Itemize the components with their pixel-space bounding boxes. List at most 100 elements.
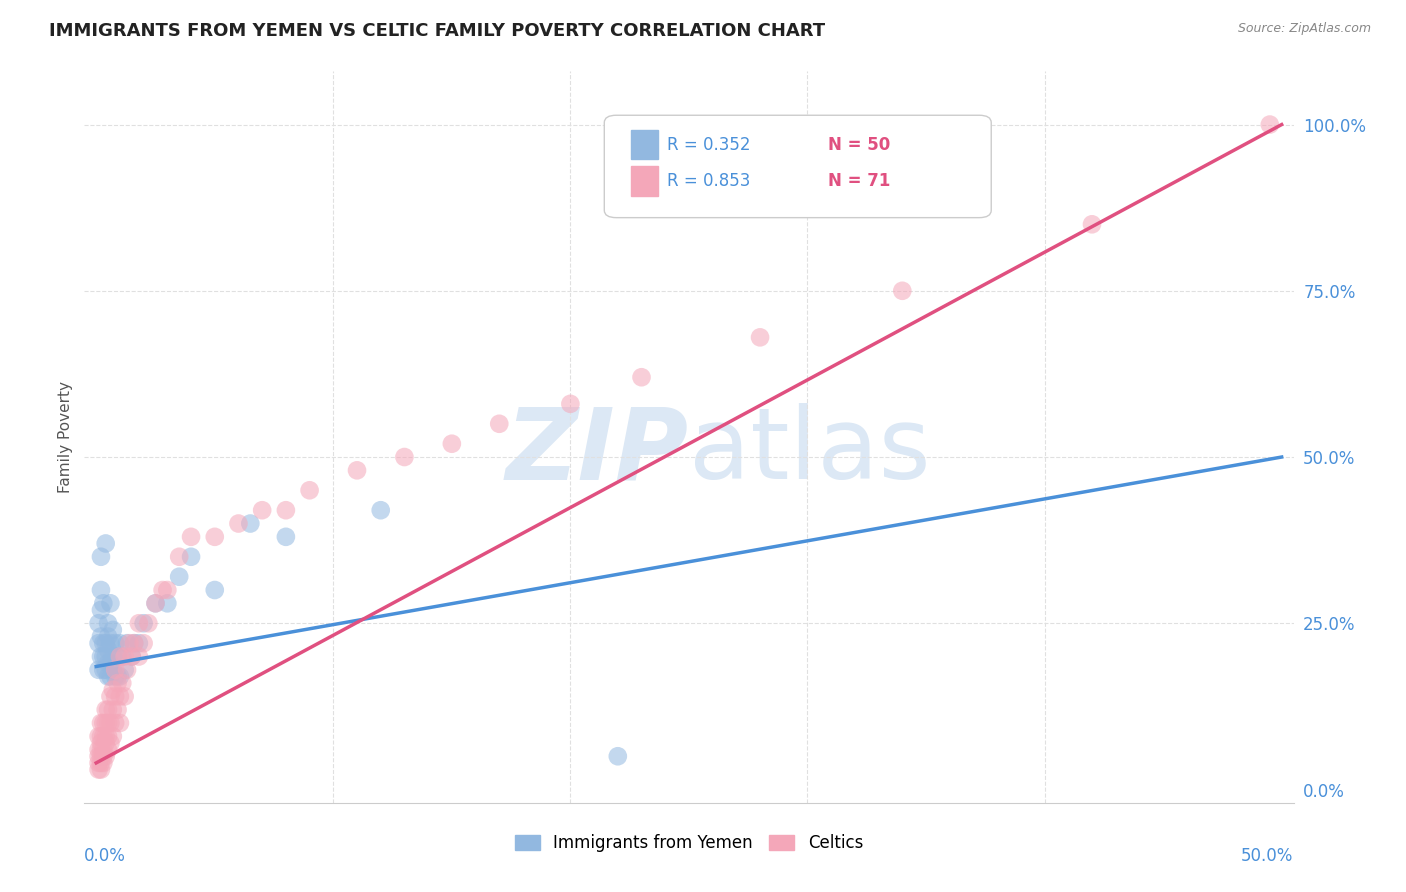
Point [440,436,463,450]
Point [101,682,124,697]
Text: R = 0.853: R = 0.853 [668,172,751,190]
Point [90,630,112,644]
Point [87,742,110,756]
Point [100,636,122,650]
Point [108,649,131,664]
Point [87,729,110,743]
Point [121,649,143,664]
Point [204,530,226,544]
Point [108,636,131,650]
Text: 50.0%: 50.0% [1241,847,1294,864]
Bar [631,130,658,159]
Point [104,669,127,683]
Point [100,690,122,704]
Point [87,636,110,650]
Point [87,616,110,631]
Point [152,582,174,597]
Point [100,596,122,610]
Point [100,716,122,731]
Point [156,582,179,597]
Point [90,736,112,750]
Point [274,503,297,517]
Point [138,616,160,631]
Text: 0.0%: 0.0% [84,847,127,864]
Point [122,636,145,650]
Point [97,742,120,756]
Point [145,596,167,610]
Point [606,749,628,764]
Point [749,330,772,344]
Point [100,656,122,670]
Point [91,596,114,610]
Text: ZIP: ZIP [506,403,689,500]
Point [87,763,110,777]
Point [90,742,112,756]
Point [90,603,112,617]
Point [128,636,150,650]
Point [91,729,114,743]
Point [90,716,112,731]
Point [91,742,114,756]
Point [488,417,510,431]
Point [97,703,120,717]
Y-axis label: Family Poverty: Family Poverty [58,381,73,493]
Point [114,649,136,664]
Point [91,749,114,764]
Point [107,703,129,717]
Point [94,663,117,677]
Point [94,649,117,664]
Point [108,690,131,704]
Point [97,669,120,683]
Point [104,716,127,731]
Point [90,549,112,564]
Point [118,636,141,650]
Point [121,649,143,664]
Point [891,284,914,298]
Point [180,530,202,544]
Point [128,616,150,631]
Point [90,582,112,597]
Point [104,663,127,677]
Point [108,669,131,683]
Point [132,616,155,631]
Point [94,636,117,650]
Point [90,756,112,770]
Point [145,596,167,610]
Point [90,749,112,764]
Point [90,729,112,743]
Text: R = 0.352: R = 0.352 [668,136,751,153]
Point [91,756,114,770]
Point [101,729,124,743]
Point [346,463,368,477]
Text: Source: ZipAtlas.com: Source: ZipAtlas.com [1237,22,1371,36]
Point [107,649,129,664]
Point [128,649,150,664]
Point [156,596,179,610]
Point [239,516,262,531]
Point [91,716,114,731]
Point [97,616,120,631]
Point [91,636,114,650]
Point [111,649,134,664]
Point [560,397,582,411]
Point [115,636,138,650]
Point [97,643,120,657]
Point [250,503,273,517]
Point [100,669,122,683]
Point [114,663,136,677]
Point [394,450,416,464]
Text: atlas: atlas [689,403,931,500]
Point [94,703,117,717]
Point [87,756,110,770]
Point [94,749,117,764]
Point [298,483,321,498]
Point [107,676,129,690]
Legend: Immigrants from Yemen, Celtics: Immigrants from Yemen, Celtics [506,826,872,860]
Point [104,690,127,704]
Point [122,636,145,650]
Point [90,763,112,777]
Text: IMMIGRANTS FROM YEMEN VS CELTIC FAMILY POVERTY CORRELATION CHART: IMMIGRANTS FROM YEMEN VS CELTIC FAMILY P… [49,22,825,40]
Point [97,729,120,743]
Point [1258,118,1281,132]
Point [94,736,117,750]
